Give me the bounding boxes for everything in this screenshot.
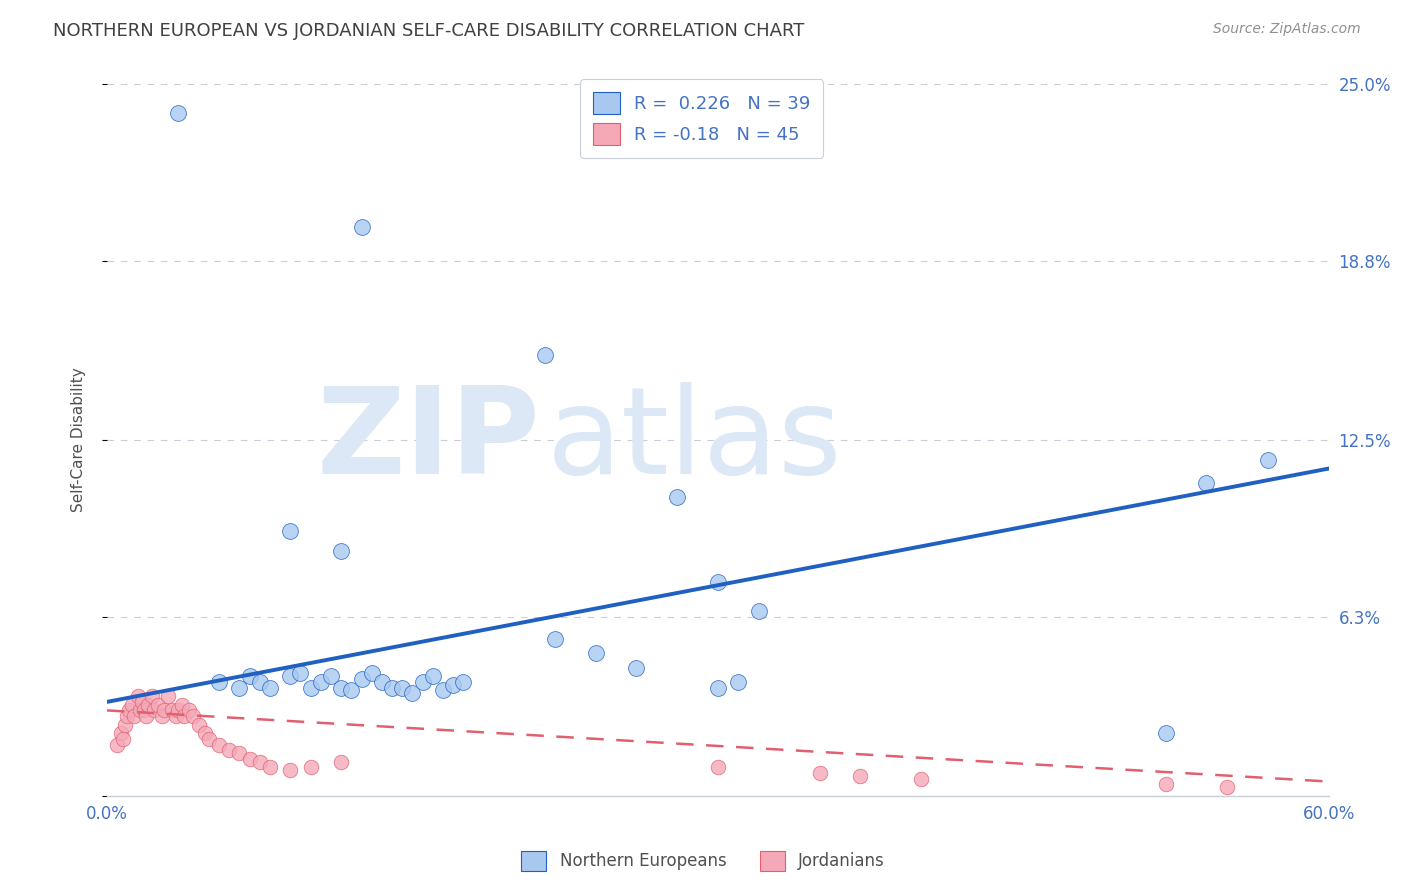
Point bbox=[910, 772, 932, 786]
Point bbox=[401, 686, 423, 700]
Point bbox=[350, 219, 373, 234]
Point bbox=[249, 675, 271, 690]
Point bbox=[177, 703, 200, 717]
Point bbox=[299, 760, 322, 774]
Point bbox=[121, 698, 143, 712]
Point bbox=[127, 689, 149, 703]
Point bbox=[165, 709, 187, 723]
Point bbox=[432, 683, 454, 698]
Point bbox=[135, 709, 157, 723]
Point bbox=[249, 755, 271, 769]
Point bbox=[117, 709, 139, 723]
Point bbox=[278, 669, 301, 683]
Point bbox=[114, 717, 136, 731]
Point bbox=[150, 709, 173, 723]
Text: NORTHERN EUROPEAN VS JORDANIAN SELF-CARE DISABILITY CORRELATION CHART: NORTHERN EUROPEAN VS JORDANIAN SELF-CARE… bbox=[53, 22, 804, 40]
Point bbox=[1154, 777, 1177, 791]
Point bbox=[259, 681, 281, 695]
Point bbox=[136, 698, 159, 712]
Point bbox=[105, 738, 128, 752]
Point bbox=[453, 675, 475, 690]
Point bbox=[340, 683, 363, 698]
Point bbox=[391, 681, 413, 695]
Y-axis label: Self-Care Disability: Self-Care Disability bbox=[72, 368, 86, 513]
Point bbox=[228, 746, 250, 760]
Point bbox=[1195, 475, 1218, 490]
Point bbox=[707, 681, 730, 695]
Point bbox=[533, 348, 555, 362]
Point bbox=[381, 681, 404, 695]
Point bbox=[131, 695, 153, 709]
Point bbox=[239, 752, 262, 766]
Point bbox=[748, 604, 770, 618]
Point bbox=[141, 689, 163, 703]
Point bbox=[208, 738, 231, 752]
Point bbox=[309, 675, 332, 690]
Point bbox=[239, 669, 262, 683]
Point bbox=[160, 703, 183, 717]
Point bbox=[707, 575, 730, 590]
Point bbox=[727, 675, 749, 690]
Point bbox=[441, 678, 464, 692]
Point bbox=[412, 675, 434, 690]
Point bbox=[422, 669, 444, 683]
Point bbox=[299, 681, 322, 695]
Point bbox=[146, 698, 169, 712]
Point bbox=[198, 731, 221, 746]
Point bbox=[187, 717, 209, 731]
Point bbox=[360, 666, 382, 681]
Point bbox=[278, 763, 301, 777]
Point bbox=[112, 731, 135, 746]
Point bbox=[707, 760, 730, 774]
Point bbox=[118, 703, 141, 717]
Legend: Northern Europeans, Jordanians: Northern Europeans, Jordanians bbox=[513, 842, 893, 880]
Point bbox=[167, 703, 190, 717]
Point bbox=[666, 490, 689, 504]
Point bbox=[544, 632, 567, 647]
Point bbox=[278, 524, 301, 538]
Point bbox=[228, 681, 250, 695]
Point bbox=[110, 726, 132, 740]
Point bbox=[585, 647, 607, 661]
Text: Source: ZipAtlas.com: Source: ZipAtlas.com bbox=[1213, 22, 1361, 37]
Point bbox=[849, 769, 872, 783]
Point bbox=[218, 743, 240, 757]
Point bbox=[128, 703, 150, 717]
Text: ZIP: ZIP bbox=[316, 382, 541, 499]
Point bbox=[208, 675, 231, 690]
Point bbox=[330, 755, 353, 769]
Point bbox=[194, 726, 217, 740]
Point bbox=[1257, 453, 1279, 467]
Point bbox=[626, 661, 648, 675]
Point bbox=[153, 703, 176, 717]
Point bbox=[371, 675, 394, 690]
Point bbox=[350, 672, 373, 686]
Legend: R =  0.226   N = 39, R = -0.18   N = 45: R = 0.226 N = 39, R = -0.18 N = 45 bbox=[581, 79, 824, 158]
Point bbox=[157, 689, 180, 703]
Point bbox=[290, 666, 312, 681]
Point bbox=[122, 709, 145, 723]
Point bbox=[1154, 726, 1177, 740]
Point bbox=[181, 709, 204, 723]
Point bbox=[173, 709, 195, 723]
Point bbox=[1216, 780, 1239, 795]
Text: atlas: atlas bbox=[547, 382, 842, 499]
Point bbox=[259, 760, 281, 774]
Point bbox=[808, 766, 831, 780]
Point bbox=[132, 703, 155, 717]
Point bbox=[330, 681, 353, 695]
Point bbox=[172, 698, 194, 712]
Point bbox=[142, 703, 165, 717]
Point bbox=[167, 106, 190, 120]
Point bbox=[319, 669, 342, 683]
Point bbox=[330, 544, 353, 558]
